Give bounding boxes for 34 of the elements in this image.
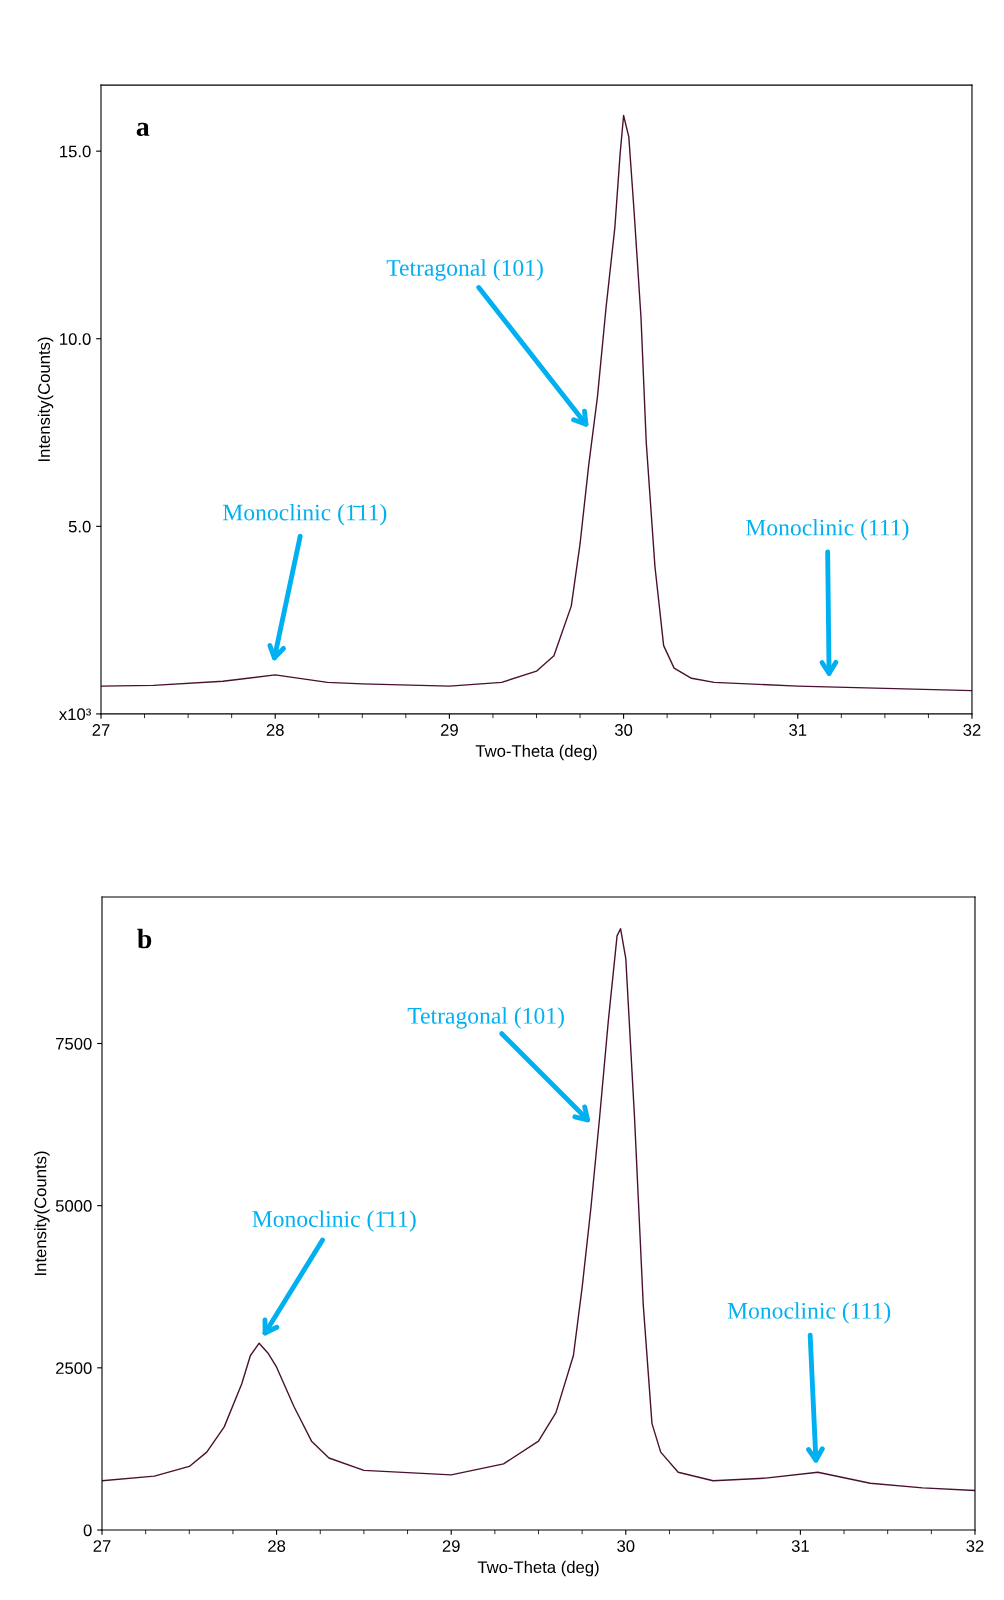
x-tick-label: 27 [93,1540,111,1552]
annotation: Monoclinic (1̄11) [222,503,387,526]
y-tick-label: 2500 [56,1362,92,1375]
annotation: b [137,928,152,949]
x-tick-label: 31 [789,724,807,736]
y-axis-title: Intensity(Counts) [37,337,54,461]
x-tick-label: 28 [268,1540,286,1552]
x-tick-label: 30 [617,1540,635,1552]
annotation: Tetragonal (101) [407,1007,564,1029]
annotation: Monoclinic (1̄11) [252,1210,416,1232]
y-tick-label: 15.0 [60,145,91,158]
line-series [102,927,975,1492]
y-tick-label: 5.0 [68,520,91,533]
x-tick-label: 29 [440,724,458,736]
x-axis-title: Two-Theta (deg) [475,744,597,761]
y-tick-label: 7500 [56,1037,92,1050]
x-tick-label: 29 [442,1540,460,1552]
y-tick-label: 5000 [55,1200,92,1212]
x-tick-label: 30 [614,724,633,736]
y-tick-label: 0 [83,1524,92,1537]
x-tick-label: 28 [266,724,284,736]
x-axis-title: Two-Theta (deg) [477,1560,599,1577]
x-tick-label: 31 [791,1540,809,1552]
annotation: Monoclinic (111) [727,1302,891,1324]
x-tick-label: 27 [92,724,110,736]
x-tick-label: 32 [963,724,981,736]
y-axis-title: Intensity(Counts) [34,1151,50,1275]
annotation: a [136,122,150,137]
y-tick-label: x10³ [59,708,91,721]
annotation: Monoclinic (111) [746,518,909,541]
annotation: Tetragonal (101) [386,259,543,281]
x-tick-label: 32 [966,1540,984,1552]
line-series [101,114,972,692]
y-tick-label: 10.0 [60,333,91,345]
